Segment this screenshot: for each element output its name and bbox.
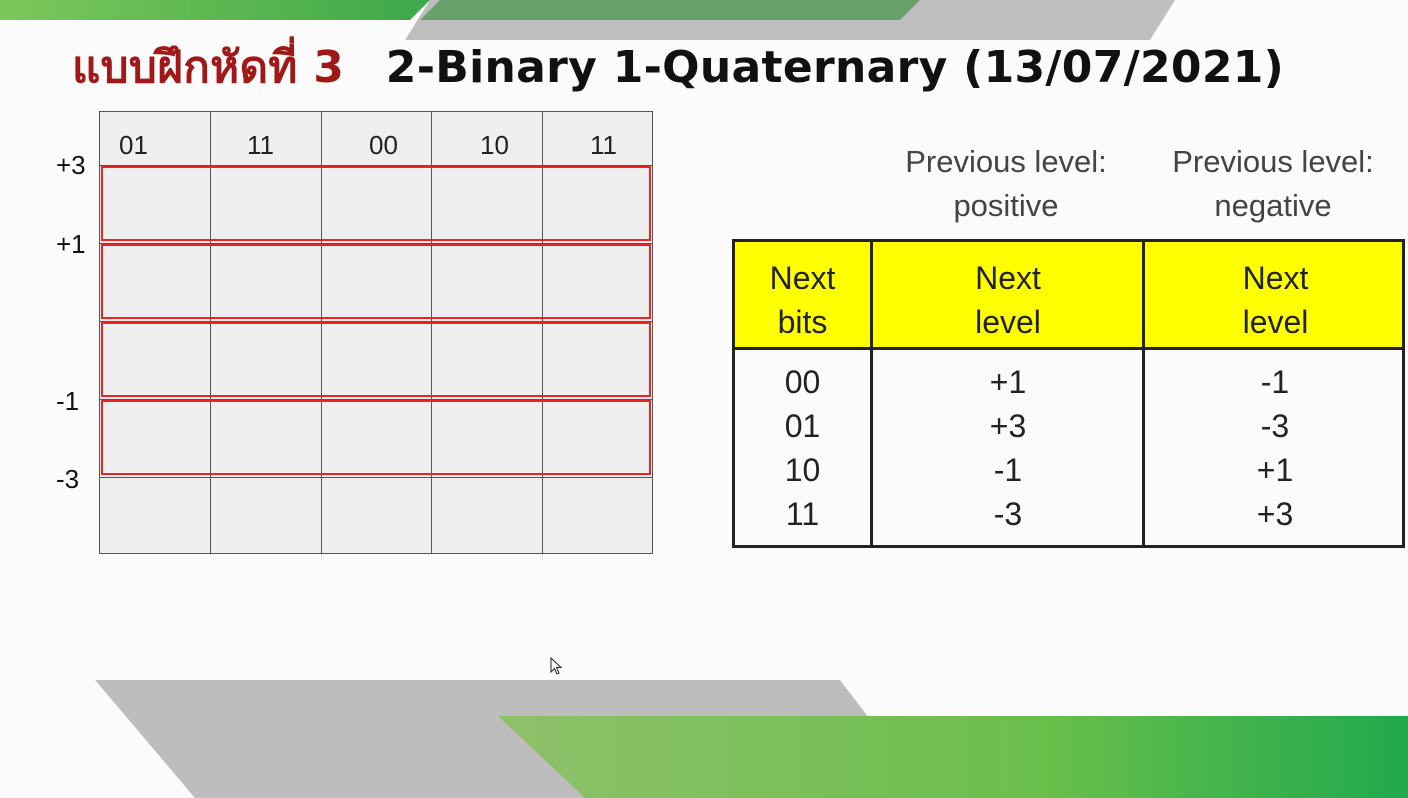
table-cell: +3 [1256, 496, 1294, 532]
bottom-green-band [498, 716, 1408, 798]
table-cell: -3 [993, 496, 1023, 532]
header-next-level-positive: Next level [975, 260, 1041, 340]
previous-positive-text: Previous level: positive [905, 144, 1107, 223]
table-cell: +3 [989, 408, 1027, 444]
top-green-band [0, 0, 430, 20]
title-thai: แบบฝึกหัดที่ 3 [72, 42, 345, 93]
header-next-level-negative: Next level [1242, 260, 1309, 340]
grid-divider [431, 112, 432, 553]
previous-positive-heading: Previous level: positive [870, 140, 1142, 228]
bit-pair-label: 00 [369, 130, 398, 160]
grid-divider [100, 243, 652, 244]
mouse-pointer-icon [550, 657, 563, 675]
level-label: -3 [56, 464, 80, 494]
table-cell: -3 [1260, 408, 1290, 444]
previous-negative-text: Previous level: negative [1172, 144, 1374, 223]
encoding-table: Next bits Next level Next level 00 01 10… [732, 239, 1405, 548]
bits-column: 00 01 10 11 [735, 360, 870, 536]
level-band [101, 166, 651, 241]
table-divider [870, 242, 873, 545]
negative-level-column: -1 -3 +1 +3 [1145, 360, 1405, 536]
title-english: 2-Binary 1-Quaternary (13/07/2021) [385, 42, 1285, 93]
slide-title: แบบฝึกหัดที่ 3 2-Binary 1-Quaternary (13… [72, 36, 1284, 100]
table-cell: -1 [993, 452, 1023, 488]
table-cell: 11 [785, 496, 820, 532]
positive-level-column: +1 +3 -1 -3 [873, 360, 1143, 536]
table-divider [1142, 242, 1145, 545]
level-band [101, 400, 651, 475]
table-cell: 10 [784, 452, 821, 488]
bit-pair-label: 11 [247, 130, 274, 160]
table-cell: 00 [784, 364, 821, 400]
level-label: +3 [56, 150, 86, 180]
table-cell: -1 [1260, 364, 1290, 400]
table-cell: +1 [1256, 452, 1294, 488]
bit-pair-label: 01 [119, 130, 148, 160]
header-next-bits: Next bits [769, 260, 836, 340]
grid-divider [210, 112, 211, 553]
grid-divider [321, 112, 322, 553]
level-band [101, 322, 651, 397]
grid-divider [100, 165, 652, 166]
table-cell: +1 [989, 364, 1027, 400]
top-dark-green-band [420, 0, 920, 20]
grid-divider [100, 321, 652, 322]
grid-divider [100, 477, 652, 478]
level-label: -1 [56, 386, 80, 416]
table-header-row: Next bits Next level Next level [735, 242, 1402, 350]
grid-divider [100, 399, 652, 400]
level-label: +1 [56, 229, 86, 259]
table-cell: 01 [784, 408, 821, 444]
level-band [101, 244, 651, 319]
bit-pair-label: 11 [590, 130, 617, 160]
grid-divider [542, 112, 543, 553]
waveform-grid: 01 11 00 10 11 [99, 111, 653, 554]
previous-negative-heading: Previous level: negative [1141, 140, 1405, 228]
bit-pair-label: 10 [480, 130, 509, 160]
